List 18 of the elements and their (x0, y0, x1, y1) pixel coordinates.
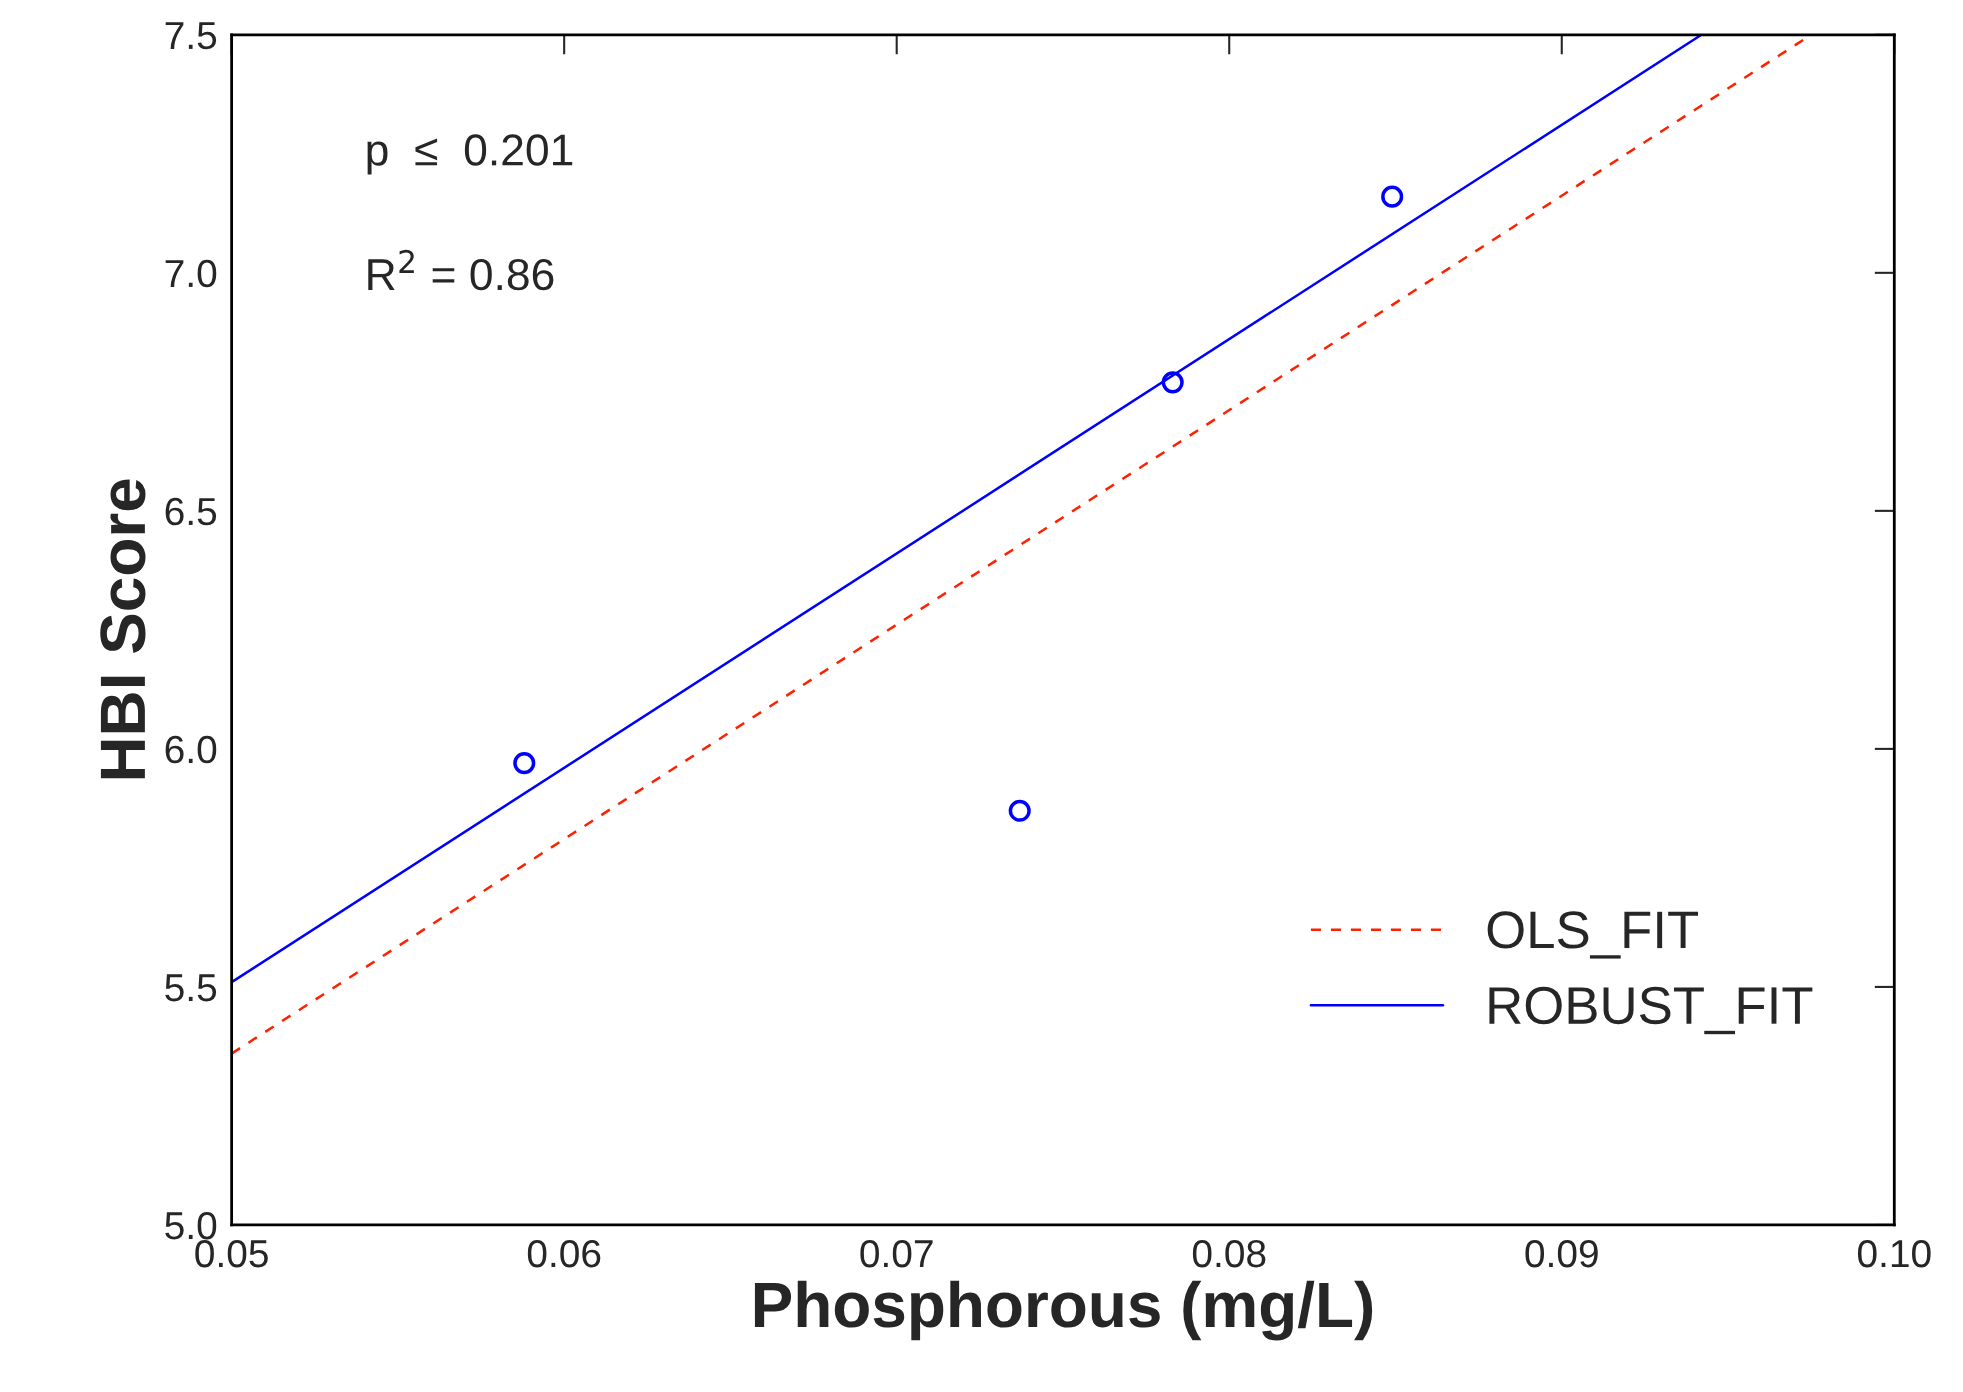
x-tick-label: 0.05 (195, 1239, 268, 1268)
x-tick-label: 0.10 (1857, 1239, 1931, 1268)
x-tick-label: 0.06 (527, 1239, 601, 1268)
y-tick-label: 6.5 (165, 497, 217, 526)
annotation: R$^{2}$ = 0.86 (368, 249, 554, 291)
y-tick-label: 6.0 (165, 735, 217, 764)
x-tick-label: 0.07 (860, 1239, 933, 1268)
legend-label: OLS_FIT (1487, 911, 1699, 959)
y-tick-label: 7.0 (165, 259, 217, 288)
annotation: p ≤ 0.201 (367, 134, 573, 175)
x-axis-title: Phosphorous (mg/L) (754, 1280, 1373, 1341)
y-axis-title: HBI Score (100, 479, 146, 779)
legend-label: ROBUST_FIT (1489, 986, 1813, 1035)
y-tick-label: 7.5 (165, 22, 217, 50)
x-tick-label: 0.09 (1525, 1239, 1598, 1268)
y-tick-label: 5.0 (165, 1211, 217, 1240)
y-tick-label: 5.5 (165, 974, 217, 1002)
x-tick-label: 0.08 (1192, 1239, 1266, 1268)
